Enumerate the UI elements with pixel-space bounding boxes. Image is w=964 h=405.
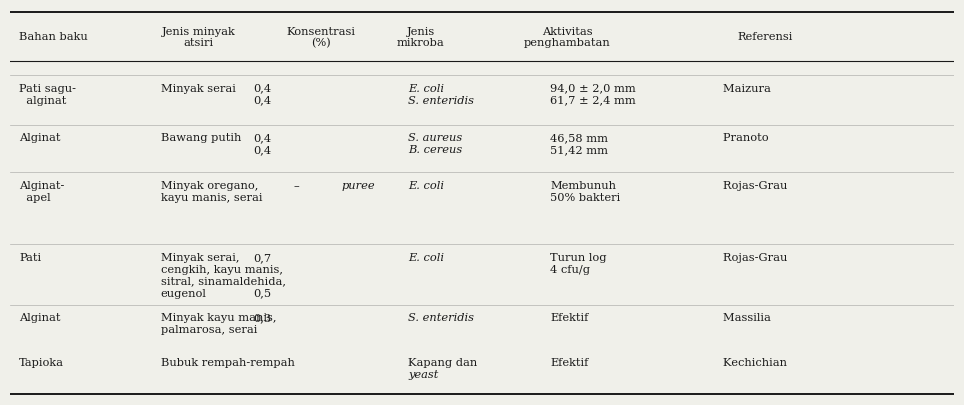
Text: Aktivitas: Aktivitas [542,27,592,36]
Text: Minyak serai: Minyak serai [161,83,235,94]
Text: Minyak oregano,: Minyak oregano, [161,180,258,190]
Text: 51,42 mm: 51,42 mm [550,145,608,155]
Text: S. enteridis: S. enteridis [409,95,474,105]
Text: Bawang putih: Bawang putih [161,133,241,143]
Text: S. enteridis: S. enteridis [409,312,474,322]
Text: Pati sagu-: Pati sagu- [19,83,76,94]
Text: (%): (%) [311,38,332,48]
Text: eugenol: eugenol [161,288,206,298]
Text: Pati: Pati [19,252,41,262]
Text: Turun log: Turun log [550,252,606,262]
Text: apel: apel [19,192,51,202]
Text: 94,0 ± 2,0 mm: 94,0 ± 2,0 mm [550,83,636,94]
Text: palmarosa, serai: palmarosa, serai [161,324,257,334]
Text: E. coli: E. coli [409,83,444,94]
Text: Alginat-: Alginat- [19,180,65,190]
Text: mikroba: mikroba [397,38,444,48]
Text: Massilia: Massilia [723,312,774,322]
Text: Alginat: Alginat [19,312,61,322]
Text: 0,5: 0,5 [254,288,272,298]
Text: Maizura: Maizura [723,83,774,94]
Text: 0,3: 0,3 [254,312,272,322]
Text: 61,7 ± 2,4 mm: 61,7 ± 2,4 mm [550,95,636,105]
Text: 0,4: 0,4 [254,133,272,143]
Text: Kapang dan: Kapang dan [409,357,477,367]
Text: Konsentrasi: Konsentrasi [287,27,356,36]
Text: S. aureus: S. aureus [409,133,463,143]
Text: Minyak serai,: Minyak serai, [161,252,239,262]
Text: puree: puree [341,180,375,190]
Text: Jenis: Jenis [407,27,435,36]
Text: sitral, sinamaldehida,: sitral, sinamaldehida, [161,276,285,286]
Text: cengkih, kayu manis,: cengkih, kayu manis, [161,264,282,274]
Text: atsiri: atsiri [183,38,214,48]
Text: Efektif: Efektif [550,357,588,367]
Text: Kechichian: Kechichian [723,357,790,367]
Text: E. coli: E. coli [409,180,444,190]
Text: Referensi: Referensi [737,32,793,42]
Text: E. coli: E. coli [409,252,444,262]
Text: Membunuh: Membunuh [550,180,616,190]
Text: alginat: alginat [19,95,67,105]
Text: Jenis minyak: Jenis minyak [162,27,235,36]
Text: Efektif: Efektif [550,312,588,322]
Text: Tapioka: Tapioka [19,357,64,367]
Text: 50% bakteri: 50% bakteri [550,192,620,202]
Text: Rojas-Grau: Rojas-Grau [723,180,790,190]
Text: 0,4: 0,4 [254,145,272,155]
Text: Pranoto: Pranoto [723,133,772,143]
Text: 0,4: 0,4 [254,95,272,105]
Text: 4 cfu/g: 4 cfu/g [550,264,590,274]
Text: penghambatan: penghambatan [523,38,610,48]
Text: Alginat: Alginat [19,133,61,143]
Text: 0,4: 0,4 [254,83,272,94]
Text: –: – [294,180,300,190]
Text: yeast: yeast [409,369,439,379]
Text: 0,7: 0,7 [254,252,272,262]
Text: kayu manis, serai: kayu manis, serai [161,192,262,202]
Text: Rojas-Grau: Rojas-Grau [723,252,790,262]
Text: 46,58 mm: 46,58 mm [550,133,608,143]
Text: B. cereus: B. cereus [409,145,463,155]
Text: Minyak kayu manis,: Minyak kayu manis, [161,312,277,322]
Text: Bahan baku: Bahan baku [19,32,88,42]
Text: Bubuk rempah-rempah: Bubuk rempah-rempah [161,357,295,367]
